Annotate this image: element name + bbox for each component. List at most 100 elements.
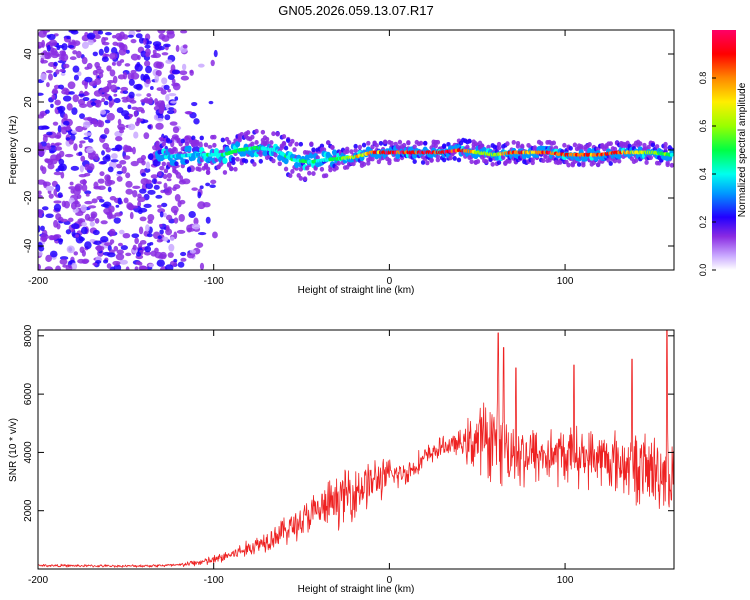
ridge-halo: [231, 160, 236, 166]
noise-speckle: [78, 151, 83, 156]
ridge-halo: [452, 156, 457, 161]
noise-speckle: [122, 99, 129, 103]
noise-speckle: [49, 250, 58, 258]
noise-speckle: [163, 84, 170, 91]
ridge-halo: [174, 161, 179, 167]
noise-speckle: [171, 69, 181, 75]
spectrogram-y-tick-label: 40: [23, 48, 34, 60]
noise-speckle: [143, 167, 151, 173]
noise-speckle: [125, 49, 130, 54]
noise-speckle: [150, 86, 154, 90]
noise-speckle: [158, 223, 163, 228]
noise-speckle: [80, 204, 87, 212]
ridge-halo: [566, 162, 571, 168]
colorbar-label: Normalized spectral amplitude: [737, 82, 748, 217]
noise-speckle: [103, 242, 113, 247]
noise-speckle: [76, 194, 82, 200]
ridge-halo: [471, 145, 476, 151]
noise-speckle: [130, 39, 137, 44]
ridge-halo: [612, 146, 618, 152]
spectrogram-x-tick-label: -100: [204, 276, 224, 287]
ridge-halo: [600, 143, 605, 148]
ridge-halo: [401, 142, 407, 148]
noise-speckle: [84, 66, 90, 70]
noise-speckle: [83, 117, 91, 121]
noise-speckle: [137, 209, 143, 215]
noise-speckle: [113, 217, 121, 224]
noise-speckle: [83, 132, 93, 136]
noise-speckle: [153, 61, 162, 69]
ridge-halo: [159, 136, 164, 142]
noise-speckle: [106, 252, 116, 258]
noise-speckle: [180, 30, 188, 34]
noise-speckle: [155, 194, 163, 199]
noise-speckle: [90, 211, 98, 219]
ridge-halo: [663, 141, 668, 147]
noise-speckle: [82, 258, 90, 264]
ridge-halo: [307, 170, 312, 176]
noise-speckle: [87, 205, 97, 209]
ridge-halo: [412, 159, 417, 164]
noise-speckle: [213, 49, 218, 58]
ridge-halo: [511, 139, 516, 145]
noise-speckle: [73, 143, 78, 151]
noise-speckle: [68, 91, 75, 95]
ridge-halo: [441, 144, 447, 150]
ridge-halo: [250, 134, 255, 140]
noise-speckle: [94, 99, 103, 104]
noise-speckle: [168, 107, 175, 111]
noise-speckle: [164, 264, 174, 270]
noise-speckle: [122, 144, 129, 153]
noise-speckle: [77, 71, 82, 77]
noise-speckle: [180, 251, 187, 257]
ridge-halo: [197, 167, 202, 172]
noise-speckle: [142, 38, 147, 45]
noise-speckle: [132, 244, 137, 251]
ridge-halo: [669, 162, 674, 168]
noise-speckle: [81, 249, 86, 257]
noise-speckle: [98, 198, 105, 203]
noise-speckle: [42, 30, 51, 33]
noise-speckle: [91, 198, 98, 204]
noise-speckle: [44, 266, 54, 270]
ridge-halo: [222, 170, 228, 175]
noise-speckle: [146, 233, 153, 238]
ridge-core: [669, 152, 674, 157]
ridge-halo: [530, 160, 535, 166]
noise-speckle: [138, 226, 144, 235]
noise-speckle: [135, 251, 142, 257]
ridge-halo: [496, 145, 502, 151]
noise-speckle: [132, 185, 141, 190]
ridge-halo: [654, 144, 660, 149]
noise-speckle: [153, 184, 160, 190]
ridge-halo: [212, 142, 217, 148]
noise-speckle: [175, 44, 180, 53]
noise-speckle: [162, 212, 168, 218]
ridge-halo: [648, 155, 654, 161]
ridge-halo: [475, 159, 481, 164]
noise-speckle: [151, 178, 157, 184]
noise-speckle: [71, 262, 78, 270]
spectrogram-y-tick-label: -20: [23, 190, 34, 205]
ridge-halo: [252, 161, 257, 167]
noise-speckle: [168, 92, 177, 97]
noise-speckle: [53, 234, 62, 239]
snr-y-tick-label: 2000: [23, 499, 34, 522]
noise-speckle: [57, 125, 62, 134]
noise-speckle: [84, 76, 93, 83]
noise-speckle: [109, 239, 115, 244]
ridge-halo: [435, 139, 441, 145]
noise-speckle: [50, 158, 58, 165]
ridge-halo: [576, 162, 582, 167]
noise-speckle: [113, 245, 119, 252]
ridge-halo: [226, 140, 232, 145]
ridge-body: [222, 157, 228, 164]
noise-speckle: [72, 50, 78, 55]
noise-speckle: [132, 189, 138, 198]
noise-speckle: [171, 78, 176, 84]
noise-speckle: [121, 96, 129, 100]
noise-speckle: [116, 176, 123, 182]
ridge-halo: [205, 170, 211, 176]
noise-speckle: [205, 182, 211, 187]
ridge-halo: [608, 141, 613, 147]
